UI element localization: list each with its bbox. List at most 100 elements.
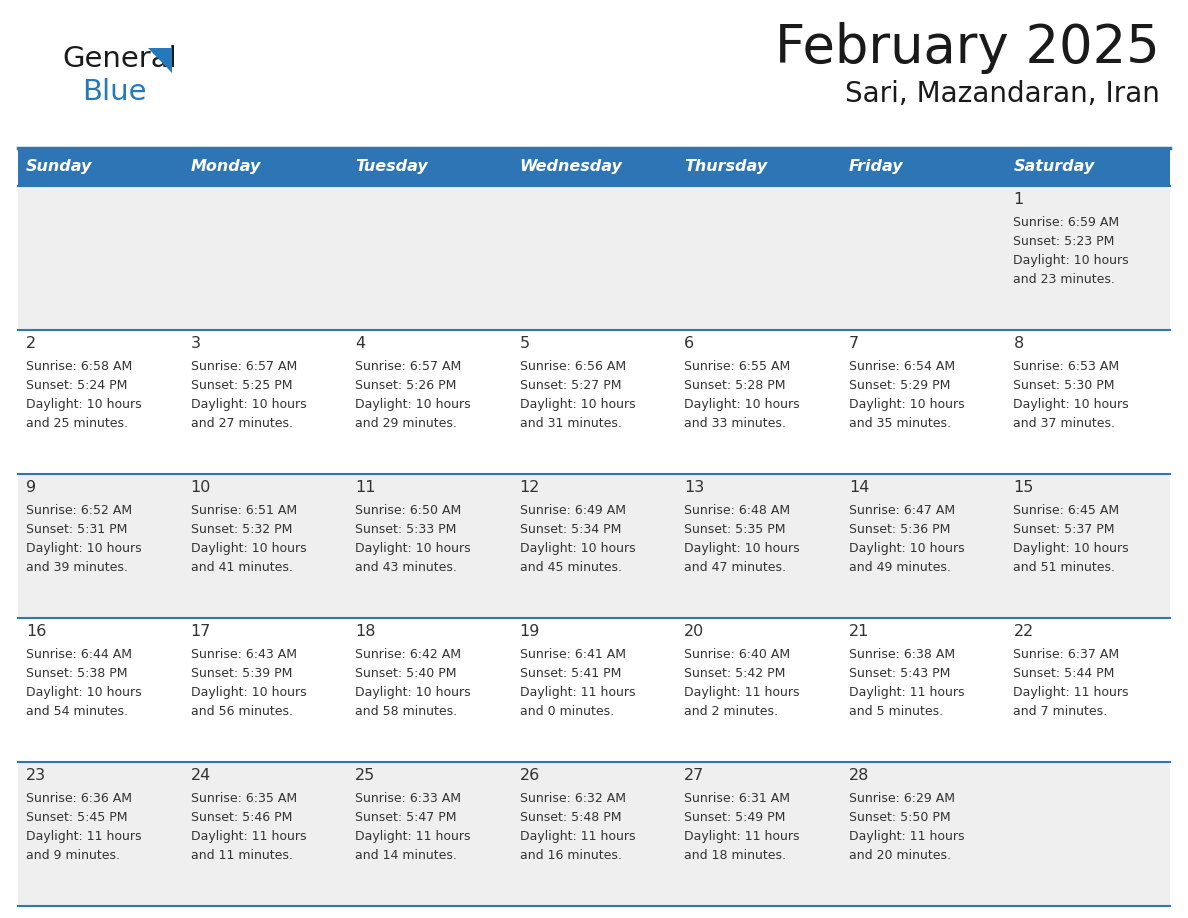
Text: Sunset: 5:43 PM: Sunset: 5:43 PM: [849, 666, 950, 680]
Text: 16: 16: [26, 624, 46, 639]
Text: and 41 minutes.: and 41 minutes.: [190, 562, 292, 575]
Text: Daylight: 10 hours: Daylight: 10 hours: [1013, 398, 1129, 411]
Text: Sunrise: 6:37 AM: Sunrise: 6:37 AM: [1013, 647, 1119, 661]
Text: Sunset: 5:42 PM: Sunset: 5:42 PM: [684, 666, 785, 680]
Text: and 37 minutes.: and 37 minutes.: [1013, 418, 1116, 431]
Text: Daylight: 11 hours: Daylight: 11 hours: [849, 686, 965, 700]
Text: Sunrise: 6:56 AM: Sunrise: 6:56 AM: [519, 360, 626, 373]
Bar: [1005, 762, 1170, 906]
Text: and 31 minutes.: and 31 minutes.: [519, 418, 621, 431]
Text: and 39 minutes.: and 39 minutes.: [26, 562, 128, 575]
Bar: [347, 618, 512, 762]
Text: Sunrise: 6:32 AM: Sunrise: 6:32 AM: [519, 791, 626, 804]
Bar: [676, 330, 841, 474]
Bar: [512, 148, 676, 186]
Text: 10: 10: [190, 480, 211, 495]
Bar: [18, 186, 183, 330]
Bar: [512, 762, 676, 906]
Text: Sunday: Sunday: [26, 160, 93, 174]
Text: Daylight: 11 hours: Daylight: 11 hours: [26, 830, 141, 843]
Text: and 51 minutes.: and 51 minutes.: [1013, 562, 1116, 575]
Text: and 5 minutes.: and 5 minutes.: [849, 705, 943, 719]
Text: and 23 minutes.: and 23 minutes.: [1013, 274, 1116, 286]
Text: Sunset: 5:32 PM: Sunset: 5:32 PM: [190, 523, 292, 536]
Text: Sunrise: 6:50 AM: Sunrise: 6:50 AM: [355, 504, 461, 517]
Text: Sunrise: 6:53 AM: Sunrise: 6:53 AM: [1013, 360, 1119, 373]
Text: and 0 minutes.: and 0 minutes.: [519, 705, 614, 719]
Bar: [1005, 618, 1170, 762]
Text: Sunset: 5:50 PM: Sunset: 5:50 PM: [849, 811, 950, 823]
Text: Daylight: 10 hours: Daylight: 10 hours: [1013, 543, 1129, 555]
Text: Sunrise: 6:55 AM: Sunrise: 6:55 AM: [684, 360, 790, 373]
Text: and 16 minutes.: and 16 minutes.: [519, 849, 621, 862]
Text: 19: 19: [519, 624, 541, 639]
Text: and 9 minutes.: and 9 minutes.: [26, 849, 120, 862]
Text: Daylight: 10 hours: Daylight: 10 hours: [519, 398, 636, 411]
Text: and 11 minutes.: and 11 minutes.: [190, 849, 292, 862]
Text: Sunset: 5:26 PM: Sunset: 5:26 PM: [355, 379, 456, 392]
Text: and 47 minutes.: and 47 minutes.: [684, 562, 786, 575]
Text: Sunset: 5:24 PM: Sunset: 5:24 PM: [26, 379, 127, 392]
Bar: [1005, 330, 1170, 474]
Text: Sunrise: 6:38 AM: Sunrise: 6:38 AM: [849, 647, 955, 661]
Text: 23: 23: [26, 768, 46, 783]
Text: Sunrise: 6:45 AM: Sunrise: 6:45 AM: [1013, 504, 1119, 517]
Text: 7: 7: [849, 336, 859, 351]
Text: Daylight: 11 hours: Daylight: 11 hours: [849, 830, 965, 843]
Text: Sunrise: 6:42 AM: Sunrise: 6:42 AM: [355, 647, 461, 661]
Text: 6: 6: [684, 336, 695, 351]
Text: Sunset: 5:33 PM: Sunset: 5:33 PM: [355, 523, 456, 536]
Bar: [841, 762, 1005, 906]
Text: Sunrise: 6:36 AM: Sunrise: 6:36 AM: [26, 791, 132, 804]
Bar: [347, 186, 512, 330]
Text: and 2 minutes.: and 2 minutes.: [684, 705, 778, 719]
Text: Sunset: 5:23 PM: Sunset: 5:23 PM: [1013, 235, 1114, 248]
Text: Sunrise: 6:41 AM: Sunrise: 6:41 AM: [519, 647, 626, 661]
Text: 9: 9: [26, 480, 36, 495]
Bar: [676, 762, 841, 906]
Text: Sunset: 5:40 PM: Sunset: 5:40 PM: [355, 666, 456, 680]
Text: and 56 minutes.: and 56 minutes.: [190, 705, 292, 719]
Text: Sunrise: 6:35 AM: Sunrise: 6:35 AM: [190, 791, 297, 804]
Text: and 27 minutes.: and 27 minutes.: [190, 418, 292, 431]
Text: Sunrise: 6:52 AM: Sunrise: 6:52 AM: [26, 504, 132, 517]
Bar: [676, 474, 841, 618]
Text: and 7 minutes.: and 7 minutes.: [1013, 705, 1107, 719]
Bar: [841, 186, 1005, 330]
Text: and 43 minutes.: and 43 minutes.: [355, 562, 457, 575]
Bar: [676, 186, 841, 330]
Text: Daylight: 10 hours: Daylight: 10 hours: [26, 398, 141, 411]
Text: Sunrise: 6:51 AM: Sunrise: 6:51 AM: [190, 504, 297, 517]
Bar: [347, 330, 512, 474]
Text: Wednesday: Wednesday: [519, 160, 623, 174]
Text: Sunrise: 6:54 AM: Sunrise: 6:54 AM: [849, 360, 955, 373]
Bar: [512, 618, 676, 762]
Text: and 45 minutes.: and 45 minutes.: [519, 562, 621, 575]
Bar: [18, 618, 183, 762]
Bar: [512, 186, 676, 330]
Text: Sunrise: 6:31 AM: Sunrise: 6:31 AM: [684, 791, 790, 804]
Text: Daylight: 11 hours: Daylight: 11 hours: [355, 830, 470, 843]
Text: Sunset: 5:39 PM: Sunset: 5:39 PM: [190, 666, 292, 680]
Text: Sunset: 5:36 PM: Sunset: 5:36 PM: [849, 523, 950, 536]
Text: 15: 15: [1013, 480, 1034, 495]
Text: Tuesday: Tuesday: [355, 160, 428, 174]
Text: Friday: Friday: [849, 160, 904, 174]
Text: 26: 26: [519, 768, 541, 783]
Bar: [18, 330, 183, 474]
Text: 11: 11: [355, 480, 375, 495]
Bar: [183, 186, 347, 330]
Text: Sunrise: 6:48 AM: Sunrise: 6:48 AM: [684, 504, 790, 517]
Text: Daylight: 10 hours: Daylight: 10 hours: [190, 543, 307, 555]
Bar: [183, 618, 347, 762]
Text: 18: 18: [355, 624, 375, 639]
Text: Daylight: 11 hours: Daylight: 11 hours: [519, 686, 636, 700]
Bar: [183, 762, 347, 906]
Text: Sunrise: 6:59 AM: Sunrise: 6:59 AM: [1013, 216, 1119, 229]
Text: Daylight: 10 hours: Daylight: 10 hours: [190, 686, 307, 700]
Text: Blue: Blue: [82, 78, 146, 106]
Text: 21: 21: [849, 624, 870, 639]
Text: Sunrise: 6:44 AM: Sunrise: 6:44 AM: [26, 647, 132, 661]
Text: 2: 2: [26, 336, 36, 351]
Text: Sunset: 5:35 PM: Sunset: 5:35 PM: [684, 523, 785, 536]
